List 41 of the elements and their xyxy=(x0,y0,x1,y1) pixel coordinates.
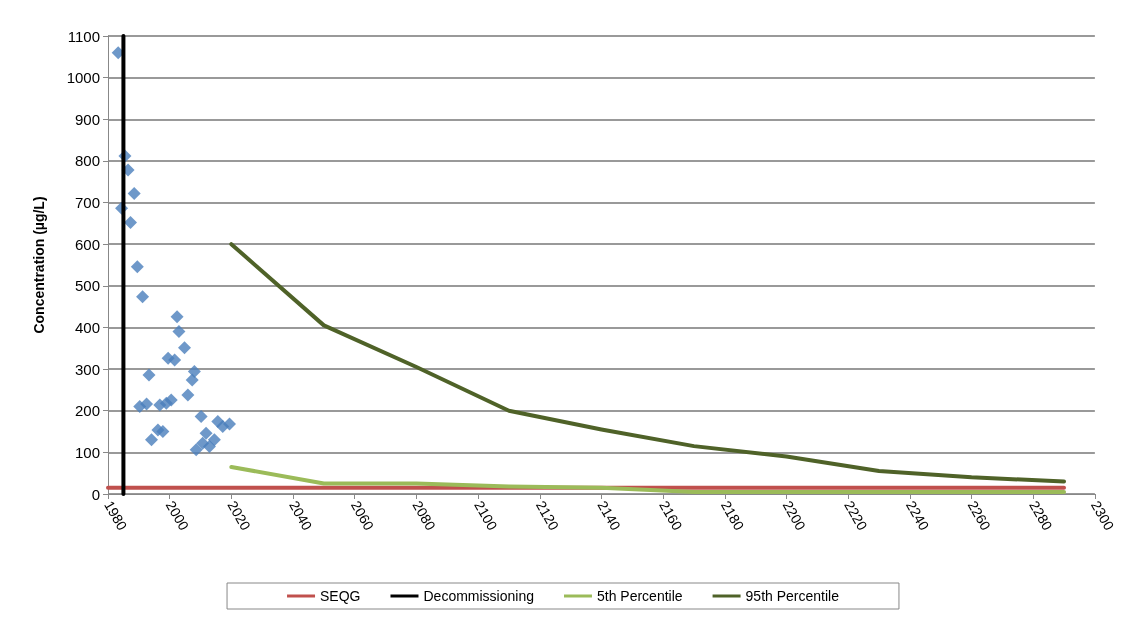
legend-label: SEQG xyxy=(320,588,361,604)
point xyxy=(142,368,156,382)
line-series xyxy=(229,464,1067,494)
legend-label: Decommissioning xyxy=(423,588,534,604)
point xyxy=(124,216,138,230)
y-tick-label: 200 xyxy=(74,402,100,420)
point xyxy=(172,325,186,339)
point xyxy=(127,186,141,200)
y-tick-label: 0 xyxy=(91,485,100,503)
legend-label: 5th Percentile xyxy=(596,588,683,604)
point xyxy=(187,365,201,379)
point xyxy=(144,433,158,447)
point xyxy=(194,410,208,424)
point xyxy=(136,290,150,304)
y-tick-label: 1100 xyxy=(67,27,100,45)
y-tick-label: 300 xyxy=(74,360,100,378)
y-tick-label: 400 xyxy=(74,318,100,336)
y-tick-label: 700 xyxy=(74,194,100,212)
line-series xyxy=(229,242,1067,484)
point xyxy=(202,440,216,454)
y-axis-title: Concentration (µg/L) xyxy=(31,196,47,334)
point xyxy=(189,443,203,457)
point xyxy=(159,396,173,410)
point xyxy=(216,420,230,434)
y-tick-label: 900 xyxy=(74,110,100,128)
point xyxy=(130,260,144,274)
point xyxy=(199,426,213,440)
point xyxy=(181,388,195,402)
y-tick-label: 1000 xyxy=(66,69,100,87)
point xyxy=(185,373,199,387)
y-tick-label: 800 xyxy=(74,152,100,170)
point xyxy=(168,353,182,367)
y-tick-label: 500 xyxy=(74,277,100,295)
point xyxy=(156,425,170,439)
legend-label: 95th Percentile xyxy=(745,588,840,604)
point xyxy=(140,397,154,411)
point xyxy=(207,433,221,447)
point xyxy=(177,341,191,355)
point xyxy=(170,310,184,324)
y-tick-label: 100 xyxy=(74,443,100,461)
y-tick-label: 600 xyxy=(74,235,100,253)
